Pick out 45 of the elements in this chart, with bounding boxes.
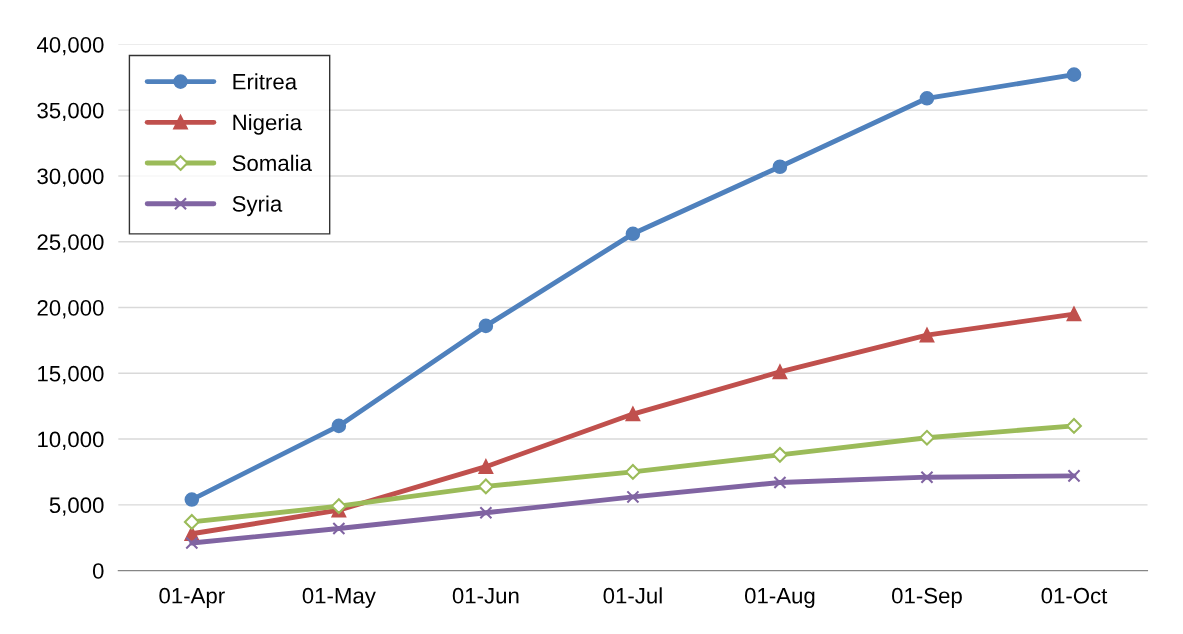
y-tick-label: 0 [92,563,104,579]
point [183,514,200,530]
x-tick-label: 01-Apr [159,587,225,608]
y-tick-label: 35,000 [37,102,104,122]
point [624,464,641,480]
point [625,226,641,242]
point [919,91,935,106]
point [1066,306,1082,322]
point [772,159,788,175]
y-tick-label: 10,000 [38,431,104,450]
point [626,490,640,504]
legend-label: Nigeria [233,113,303,135]
point [920,470,934,484]
point [772,446,788,463]
point [477,478,494,495]
point [479,506,493,520]
x-tick-label: 01-Jun [452,587,519,604]
x-tick-label: 01-Aug [744,587,815,608]
y-tick-label: 30,000 [37,168,104,187]
point [919,327,935,343]
y-tick-label: 25,000 [37,234,104,253]
y-tick-label: 40,000 [36,36,104,56]
point [184,492,200,507]
point [478,459,494,474]
legend-label: Somalia [232,154,312,172]
point [332,521,346,536]
point [625,406,641,422]
y-tick-label: 20,000 [37,300,104,319]
y-tick-label: 5,000 [49,497,104,516]
x-tick-label: 01-May [302,587,376,608]
point [331,418,347,434]
y-tick-label: 15,000 [38,365,104,385]
legend-label: Eritrea [233,73,298,90]
point [773,475,787,490]
x-tick-label: 01-Jul [603,587,662,604]
x-tick-label: 01-Sep [892,587,962,608]
x-tick-label: 01-Oct [1041,587,1108,604]
point [1066,67,1082,82]
point [185,536,199,550]
point [919,429,935,446]
point [1066,417,1082,434]
point [772,364,788,380]
point [478,318,494,334]
point [1067,469,1081,483]
legend-label: Syria [232,195,283,217]
